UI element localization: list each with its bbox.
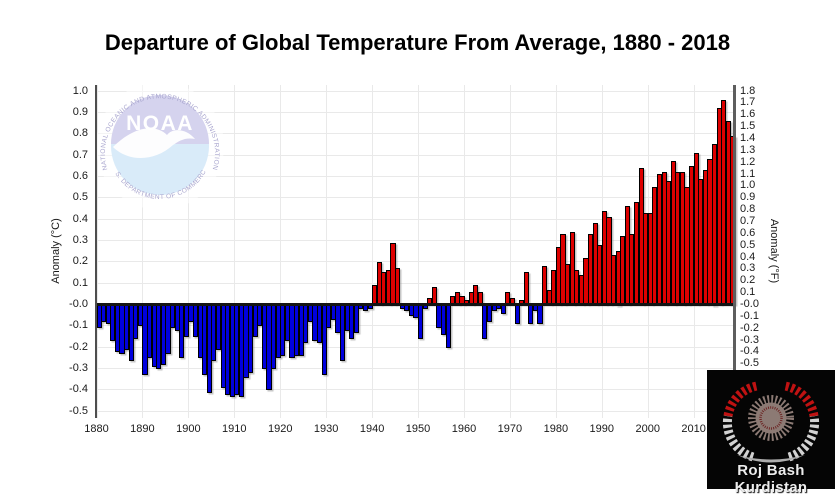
y-axis-line-celsius [94,85,97,418]
y-axis-label-celsius: Anomaly (°C) [50,218,62,284]
v-gridline [326,85,328,418]
y-tick-label-fahrenheit: 0.1 [740,286,756,299]
h-gridline [96,410,735,412]
h-gridline [96,325,735,327]
x-tick-label: 2000 [635,423,660,435]
h-gridline [96,368,735,370]
y-tick-label-celsius: -0.5 [69,404,88,417]
v-gridline [418,85,420,418]
y-tick-label-fahrenheit: 1.8 [740,84,756,97]
y-tick-label-fahrenheit: 0.3 [740,262,756,275]
v-gridline [280,85,282,418]
h-gridline [96,175,735,177]
y-tick-label-fahrenheit: 1.4 [740,131,756,144]
y-tick-label-celsius: 0.1 [72,276,88,289]
x-tick-label: 1930 [313,423,339,435]
x-tick-label: 1900 [176,423,201,435]
y-tick-label-fahrenheit: 1.5 [740,120,756,133]
y-tick-label-fahrenheit: -0.5 [740,357,759,370]
y-tick-label-fahrenheit: 0.5 [740,238,756,251]
v-gridline [463,85,465,418]
x-tick-label: 1880 [84,423,109,435]
y-tick-label-fahrenheit: -0.1 [740,309,759,322]
y-tick-label-fahrenheit: 0.8 [740,203,756,216]
x-tick-label: 1940 [359,423,385,435]
y-tick-label-fahrenheit: -0.4 [740,345,759,358]
noaa-gull-icon [113,128,195,158]
v-gridline [372,85,374,418]
y-tick-label-celsius: 0.9 [72,105,88,118]
h-gridline [96,133,735,135]
y-tick-label-celsius: 0.2 [72,255,88,268]
h-gridline [96,239,735,241]
x-tick-label: 1970 [497,423,523,435]
h-gridline [96,282,735,284]
h-gridline [96,346,735,348]
anomaly-bar-1971 [514,304,520,325]
v-gridline [96,85,98,418]
anomaly-bar-1950 [418,304,424,340]
y-tick-label-celsius: -0.1 [69,319,88,332]
y-tick-label-celsius: -0.2 [69,340,88,353]
y-tick-label-fahrenheit: 0.2 [740,274,756,287]
y-tick-label-fahrenheit: 1.6 [740,108,756,121]
y-tick-label-celsius: 1.0 [72,84,88,97]
x-tick-label: 1890 [130,423,155,435]
y-tick-label-fahrenheit: -0.2 [740,321,759,334]
noaa-acronym-text: NOAA [126,112,194,135]
x-tick-label: 1990 [589,423,615,435]
y-tick-label-celsius: -0.3 [69,362,88,375]
v-gridline [234,85,236,418]
anomaly-bar-1956 [445,304,451,348]
y-tick-label-celsius: 0.6 [72,169,88,182]
y-tick-label-fahrenheit: 1.0 [740,179,756,192]
h-gridline [96,261,735,263]
x-tick-label: 2010 [681,423,706,435]
chart-title: Departure of Global Temperature From Ave… [104,30,731,55]
anomaly-bar-1945 [395,268,401,306]
v-gridline [509,85,511,418]
y-tick-label-fahrenheit: 0.6 [740,226,756,239]
y-tick-label-fahrenheit: 1.1 [740,167,756,180]
y-tick-label-fahrenheit: 1.7 [740,96,756,109]
y-tick-label-fahrenheit: 1.3 [740,143,756,156]
y-tick-label-celsius: 0.3 [72,233,88,246]
noaa-logo-watermark: NOAA NATIONAL OCEANIC AND ATMOSPHERIC AD… [93,79,224,210]
h-gridline [96,218,735,220]
x-tick-label: 1980 [543,423,569,435]
x-tick-label: 1960 [451,423,477,435]
zero-baseline [96,303,735,306]
x-tick-label: 1950 [405,423,431,435]
y-tick-label-celsius: -0.0 [69,298,88,310]
h-gridline [96,389,735,391]
y-tick-label-fahrenheit: 1.2 [740,155,756,168]
roj-bash-kurdistan-logo: Roj Bash Kurdistan [707,370,835,496]
kurdistan-emblem-icon [722,381,820,463]
y-tick-label-celsius: 0.5 [72,191,88,204]
anomaly-bar-1976 [537,304,543,325]
y-tick-label-fahrenheit: -0.0 [740,298,759,310]
y-tick-label-fahrenheit: 0.9 [740,191,756,204]
y-tick-label-celsius: 0.8 [72,127,88,140]
y-axis-line-fahrenheit [733,85,736,418]
y-tick-label-celsius: 0.4 [72,212,88,225]
corner-logo-label: Roj Bash Kurdistan [734,462,808,496]
y-tick-label-celsius: 0.7 [72,148,88,161]
x-tick-label: 1920 [267,423,293,435]
h-gridline [96,197,735,199]
h-gridline [96,154,735,156]
anomaly-bar-1973 [523,272,529,306]
y-tick-label-fahrenheit: -0.3 [740,333,759,346]
h-gridline [96,111,735,113]
y-tick-label-fahrenheit: 0.4 [740,250,756,263]
v-gridline [142,85,144,418]
v-gridline [188,85,190,418]
y-tick-label-fahrenheit: 0.7 [740,214,756,227]
x-tick-label: 1910 [222,423,247,435]
y-tick-label-celsius: -0.4 [69,383,88,396]
h-gridline [96,90,735,92]
